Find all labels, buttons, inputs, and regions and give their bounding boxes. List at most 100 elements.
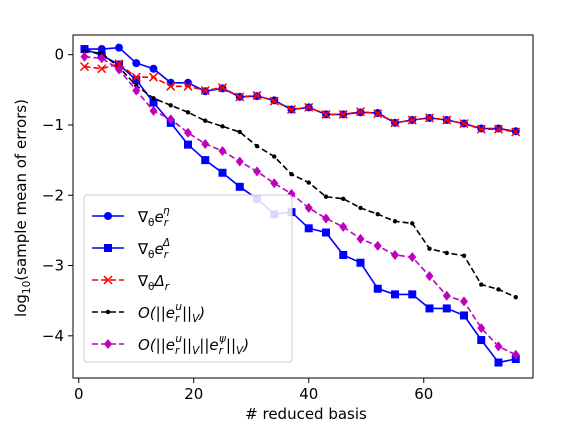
point-s5-4 [149, 105, 158, 116]
point-s3-8 [217, 83, 228, 93]
point-s3-9-b [235, 92, 245, 102]
point-s3-16-b [355, 107, 366, 117]
point-s2-3 [132, 75, 141, 84]
point-s3-16 [355, 107, 366, 117]
point-s5-3 [132, 85, 141, 96]
point-s5-9 [235, 156, 244, 167]
point-s2-23 [477, 336, 486, 345]
legend-entry-2: ∇θerΔ [92, 237, 170, 261]
point-s5-25 [511, 349, 520, 360]
legend-entry-3: ∇θΔr [92, 272, 170, 293]
point-s5-24 [494, 341, 503, 352]
legend-sample-2 [92, 244, 124, 252]
point-s2-21 [442, 304, 451, 313]
point-s3-25-b [511, 127, 521, 137]
point-s2-4 [149, 98, 158, 107]
legend-entry-1: ∇θerη [92, 205, 170, 229]
legend-entry-5: O(||eru||V||erψ||V) [92, 333, 249, 357]
point-s3-19-b [407, 115, 417, 125]
point-s3-11 [269, 96, 279, 106]
point-s4-18 [392, 219, 398, 224]
legend-marker-s1 [104, 212, 112, 220]
point-s3-14-b [321, 109, 331, 119]
y-tick-label-3: −3 [42, 257, 64, 275]
point-s4-25 [513, 294, 518, 300]
point-s3-4-b [148, 72, 159, 82]
point-s3-17-b [373, 109, 383, 119]
point-s4-7 [203, 118, 208, 123]
y-tick-label-0: 0 [54, 46, 64, 64]
point-s3-1-b [97, 64, 107, 74]
point-s4-4 [151, 96, 156, 101]
point-s3-22-b [459, 119, 469, 129]
point-s3-8-b [217, 83, 228, 93]
point-s3-2-b [114, 59, 124, 69]
point-s1-4 [149, 64, 158, 73]
point-s1-2 [115, 43, 123, 52]
legend-marker-s5 [104, 339, 112, 349]
x-tick-label-2: 40 [299, 385, 318, 403]
legend-sample-3 [92, 275, 124, 285]
point-s2-9 [235, 182, 244, 191]
point-s4-22 [461, 253, 467, 258]
point-s4-8 [220, 124, 225, 129]
point-s3-15-b [338, 109, 348, 119]
point-s2-13 [304, 224, 313, 233]
point-s3-5 [166, 81, 176, 91]
point-s1-3 [132, 59, 141, 68]
point-s1-1 [97, 45, 106, 54]
point-s4-19 [410, 221, 415, 226]
point-s4-17 [375, 212, 380, 217]
point-s3-1 [97, 64, 107, 74]
legend-frame [83, 194, 293, 363]
point-s3-5-b [166, 81, 176, 91]
point-s4-11 [272, 154, 277, 159]
point-s4-20 [427, 246, 432, 251]
point-s3-21-b [442, 115, 452, 125]
point-s3-0-b [79, 62, 90, 72]
y-axis-label-prefix: log [12, 294, 30, 317]
point-s4-23 [479, 282, 484, 287]
point-s2-7 [201, 156, 210, 165]
point-s5-13 [304, 202, 313, 213]
point-s5-20 [425, 271, 434, 282]
legend-label-5: O(||eru||V||erψ||V) [138, 333, 249, 357]
point-s3-11-b [269, 96, 279, 106]
point-s4-5 [168, 103, 173, 108]
point-s5-6 [184, 127, 192, 138]
point-s3-7-b [200, 85, 210, 96]
point-s3-6-b [183, 81, 193, 91]
point-s5-18 [391, 249, 399, 260]
plot-frame [72, 34, 534, 379]
point-s3-0 [79, 62, 90, 72]
point-s3-10-b [252, 90, 262, 100]
legend-marker-s4 [105, 309, 111, 315]
point-s3-3-b [131, 72, 141, 82]
legend-sample-1 [92, 212, 124, 220]
legend-label-4: O(||eru||V) [138, 301, 205, 325]
point-s2-24 [494, 358, 503, 367]
point-s4-24 [496, 287, 501, 292]
y-axis-label-sub: 10 [21, 281, 33, 294]
legend: ∇θerη ∇θerΔ ∇θΔr O(||eru||V) O(||eru||V|… [83, 194, 293, 363]
point-s4-12 [289, 171, 294, 177]
legend-sample-4 [92, 309, 124, 315]
point-s3-13-b [304, 102, 314, 112]
series-s4 [82, 48, 518, 300]
point-s3-23 [476, 124, 486, 134]
point-s5-21 [442, 290, 451, 301]
point-s3-18 [390, 118, 400, 128]
point-s5-11 [270, 178, 279, 189]
legend-marker-s3 [103, 275, 113, 285]
point-s3-24 [493, 124, 504, 134]
point-s5-8 [218, 145, 227, 156]
point-s3-6 [183, 81, 193, 91]
point-s3-24-b [493, 124, 504, 134]
point-s4-15 [341, 196, 346, 201]
point-s3-9 [235, 92, 245, 102]
point-s5-14 [322, 213, 330, 224]
point-s3-12-b [286, 104, 297, 115]
point-s3-25 [511, 127, 521, 137]
point-s5-16 [356, 233, 365, 244]
